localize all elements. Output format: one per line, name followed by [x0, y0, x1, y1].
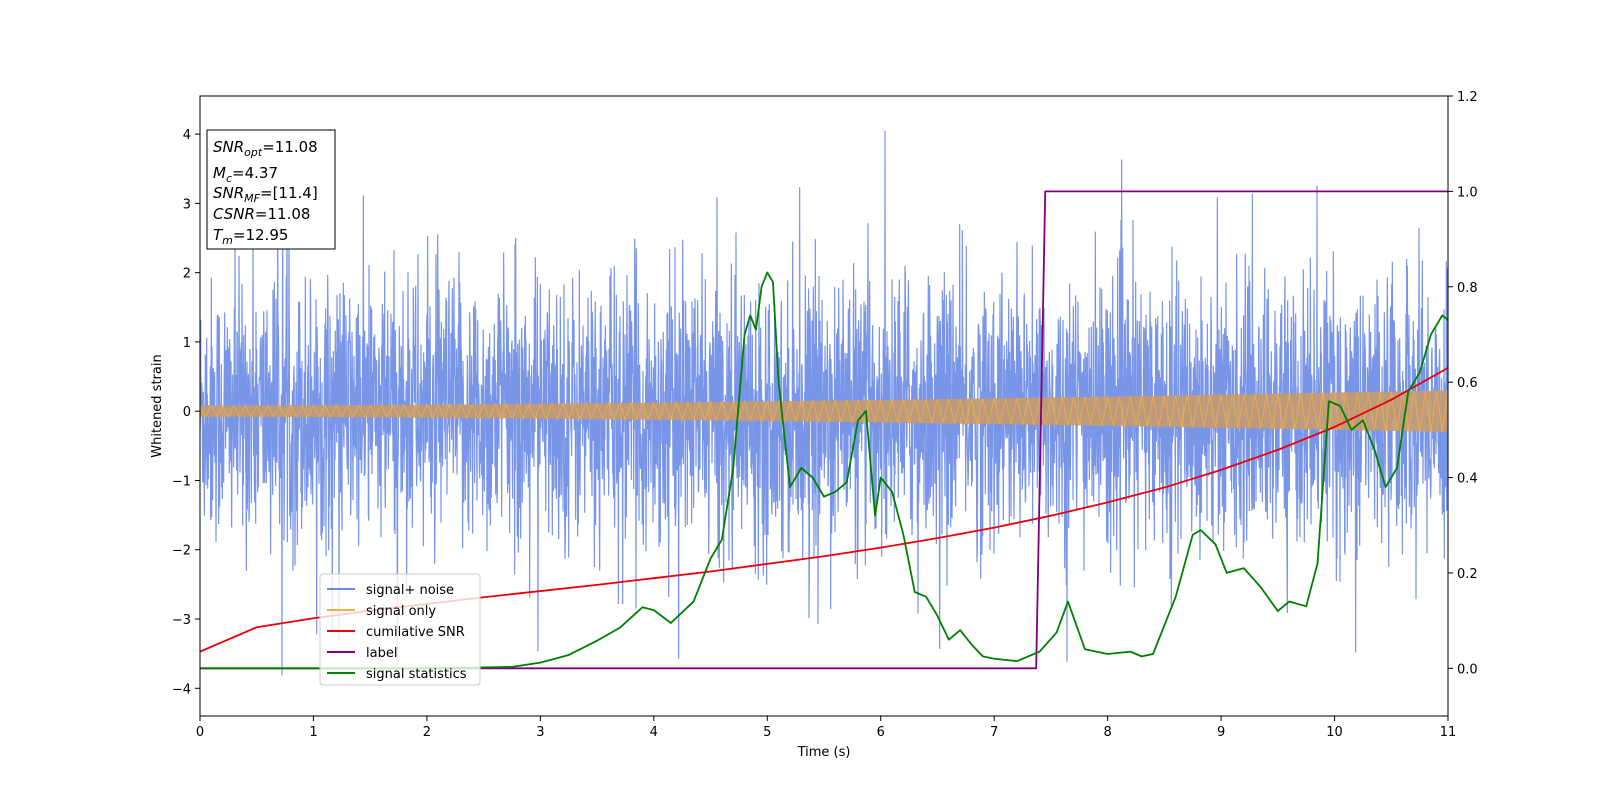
legend: signal+ noise signal only cumilative SNR la… — [319, 573, 481, 686]
y-axis-label: Whitened strain — [150, 354, 165, 457]
y-left-tick-label: −3 — [172, 613, 191, 628]
x-axis-label: Time (s) — [797, 745, 851, 760]
x-tick-label: 9 — [1217, 725, 1225, 740]
legend-frame — [319, 573, 481, 686]
x-tick-label: 8 — [1103, 725, 1111, 740]
x-tick-label: 5 — [763, 725, 771, 740]
annotation-box: SNRopt=11.08 Mc=4.37SNRMF=[11.4]CSNR=11.0… — [206, 129, 336, 250]
y-right-tick-label: 1.2 — [1457, 90, 1478, 105]
y-right-tick-label: 0.6 — [1457, 376, 1478, 391]
signal-only-band — [200, 390, 1448, 432]
x-tick-label: 10 — [1326, 725, 1343, 740]
y-right-tick-label: 0.4 — [1457, 472, 1478, 487]
legend-label: label — [366, 646, 397, 661]
series-signal-only — [200, 390, 1448, 432]
annotation-frame — [206, 129, 336, 250]
annotation-line: SNRopt=11.08 — [213, 138, 318, 159]
x-tick-label: 11 — [1440, 725, 1457, 740]
x-tick-label: 7 — [990, 725, 998, 740]
legend-label: signal+ noise — [366, 583, 454, 598]
y-left-tick-label: 1 — [183, 336, 191, 351]
x-tick-label: 0 — [196, 725, 204, 740]
y-axis-right: 0.0 0.2 0.4 0.6 0.8 1.0 1.2 — [1448, 90, 1478, 677]
x-tick-label: 6 — [877, 725, 885, 740]
noise-trace — [200, 130, 1448, 682]
x-tick-label: 1 — [309, 725, 317, 740]
legend-label: cumilative SNR — [366, 625, 465, 640]
series-signal-noise — [200, 130, 1448, 682]
y-left-tick-label: 2 — [183, 267, 191, 282]
x-axis: 0 1 2 3 4 5 6 7 8 9 10 11 — [196, 716, 1456, 740]
legend-entries: signal+ noise signal only cumilative SNR la… — [327, 583, 467, 682]
annotation-line: CSNR=11.08 — [213, 205, 310, 223]
y-left-tick-label: 3 — [183, 197, 191, 212]
series-label-line — [200, 190, 1448, 670]
annotation-line: Tm=12.95 — [213, 226, 288, 247]
legend-label: signal only — [366, 604, 436, 619]
series-signal-statistics-line — [200, 271, 1448, 670]
plot-frame — [199, 95, 1449, 717]
y-left-tick-label: 4 — [183, 128, 191, 143]
y-right-tick-label: 0.8 — [1457, 281, 1478, 296]
annotation-line: SNRMF=[11.4] — [213, 184, 318, 205]
x-tick-label: 3 — [536, 725, 544, 740]
annotation-line: Mc=4.37 — [213, 164, 278, 185]
y-right-tick-label: 1.0 — [1457, 185, 1478, 200]
y-left-tick-label: −4 — [172, 682, 191, 697]
y-left-tick-label: −2 — [172, 544, 191, 559]
x-tick-label: 4 — [650, 725, 658, 740]
signal-only-trace — [200, 390, 1448, 432]
legend-label: signal statistics — [366, 667, 467, 682]
x-tick-label: 2 — [423, 725, 431, 740]
y-left-tick-label: 0 — [183, 405, 191, 420]
y-axis-left: −4 −3 −2 −1 0 1 2 3 4 — [172, 128, 200, 697]
y-right-tick-label: 0.2 — [1457, 567, 1478, 582]
annotation-lines: SNRopt=11.08 Mc=4.37SNRMF=[11.4]CSNR=11.0… — [213, 138, 318, 247]
y-left-tick-label: −1 — [172, 474, 191, 489]
y-right-tick-label: 0.0 — [1457, 662, 1478, 677]
